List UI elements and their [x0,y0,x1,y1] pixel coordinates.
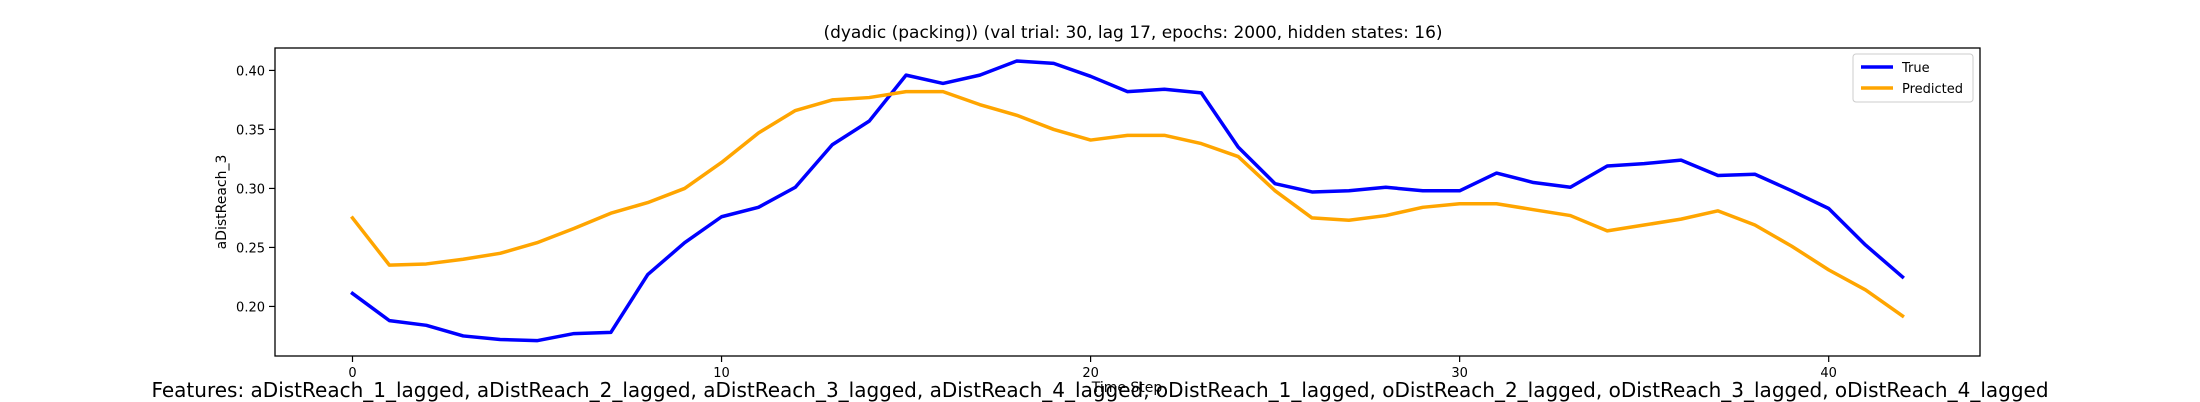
y-tick-label: 0.35 [236,123,265,138]
y-tick-label: 0.30 [236,182,265,197]
series-line-true [350,59,1905,343]
y-axis-label: aDistReach_3 [214,155,230,250]
plot-area [274,47,1981,357]
y-tick-label: 0.20 [236,300,265,315]
x-axis-ticks: 0 10 20 30 40 [348,356,1837,381]
x-tick-label: 30 [1451,366,1468,381]
x-axis-label: Time Step [1091,380,1163,396]
legend: True Predicted [1852,53,1974,103]
x-tick-label: 20 [1082,366,1099,381]
x-tick-label: 0 [348,366,356,381]
y-tick-label: 0.40 [236,64,265,79]
legend-label-predicted: Predicted [1902,82,1963,97]
y-tick-label: 0.25 [236,241,265,256]
series-lines [350,59,1905,343]
features-caption: Features: aDistReach_1_lagged, aDistReac… [151,378,2049,402]
series-line-predicted [350,89,1905,319]
legend-label-true: True [1901,61,1930,76]
plot-axes [274,47,1981,357]
chart-title: (dyadic (packing)) (val trial: 30, lag 1… [823,23,1442,43]
y-axis-ticks: 0.20 0.25 0.30 0.35 0.40 [236,64,275,315]
x-tick-label: 40 [1820,366,1837,381]
x-tick-label: 10 [713,366,730,381]
